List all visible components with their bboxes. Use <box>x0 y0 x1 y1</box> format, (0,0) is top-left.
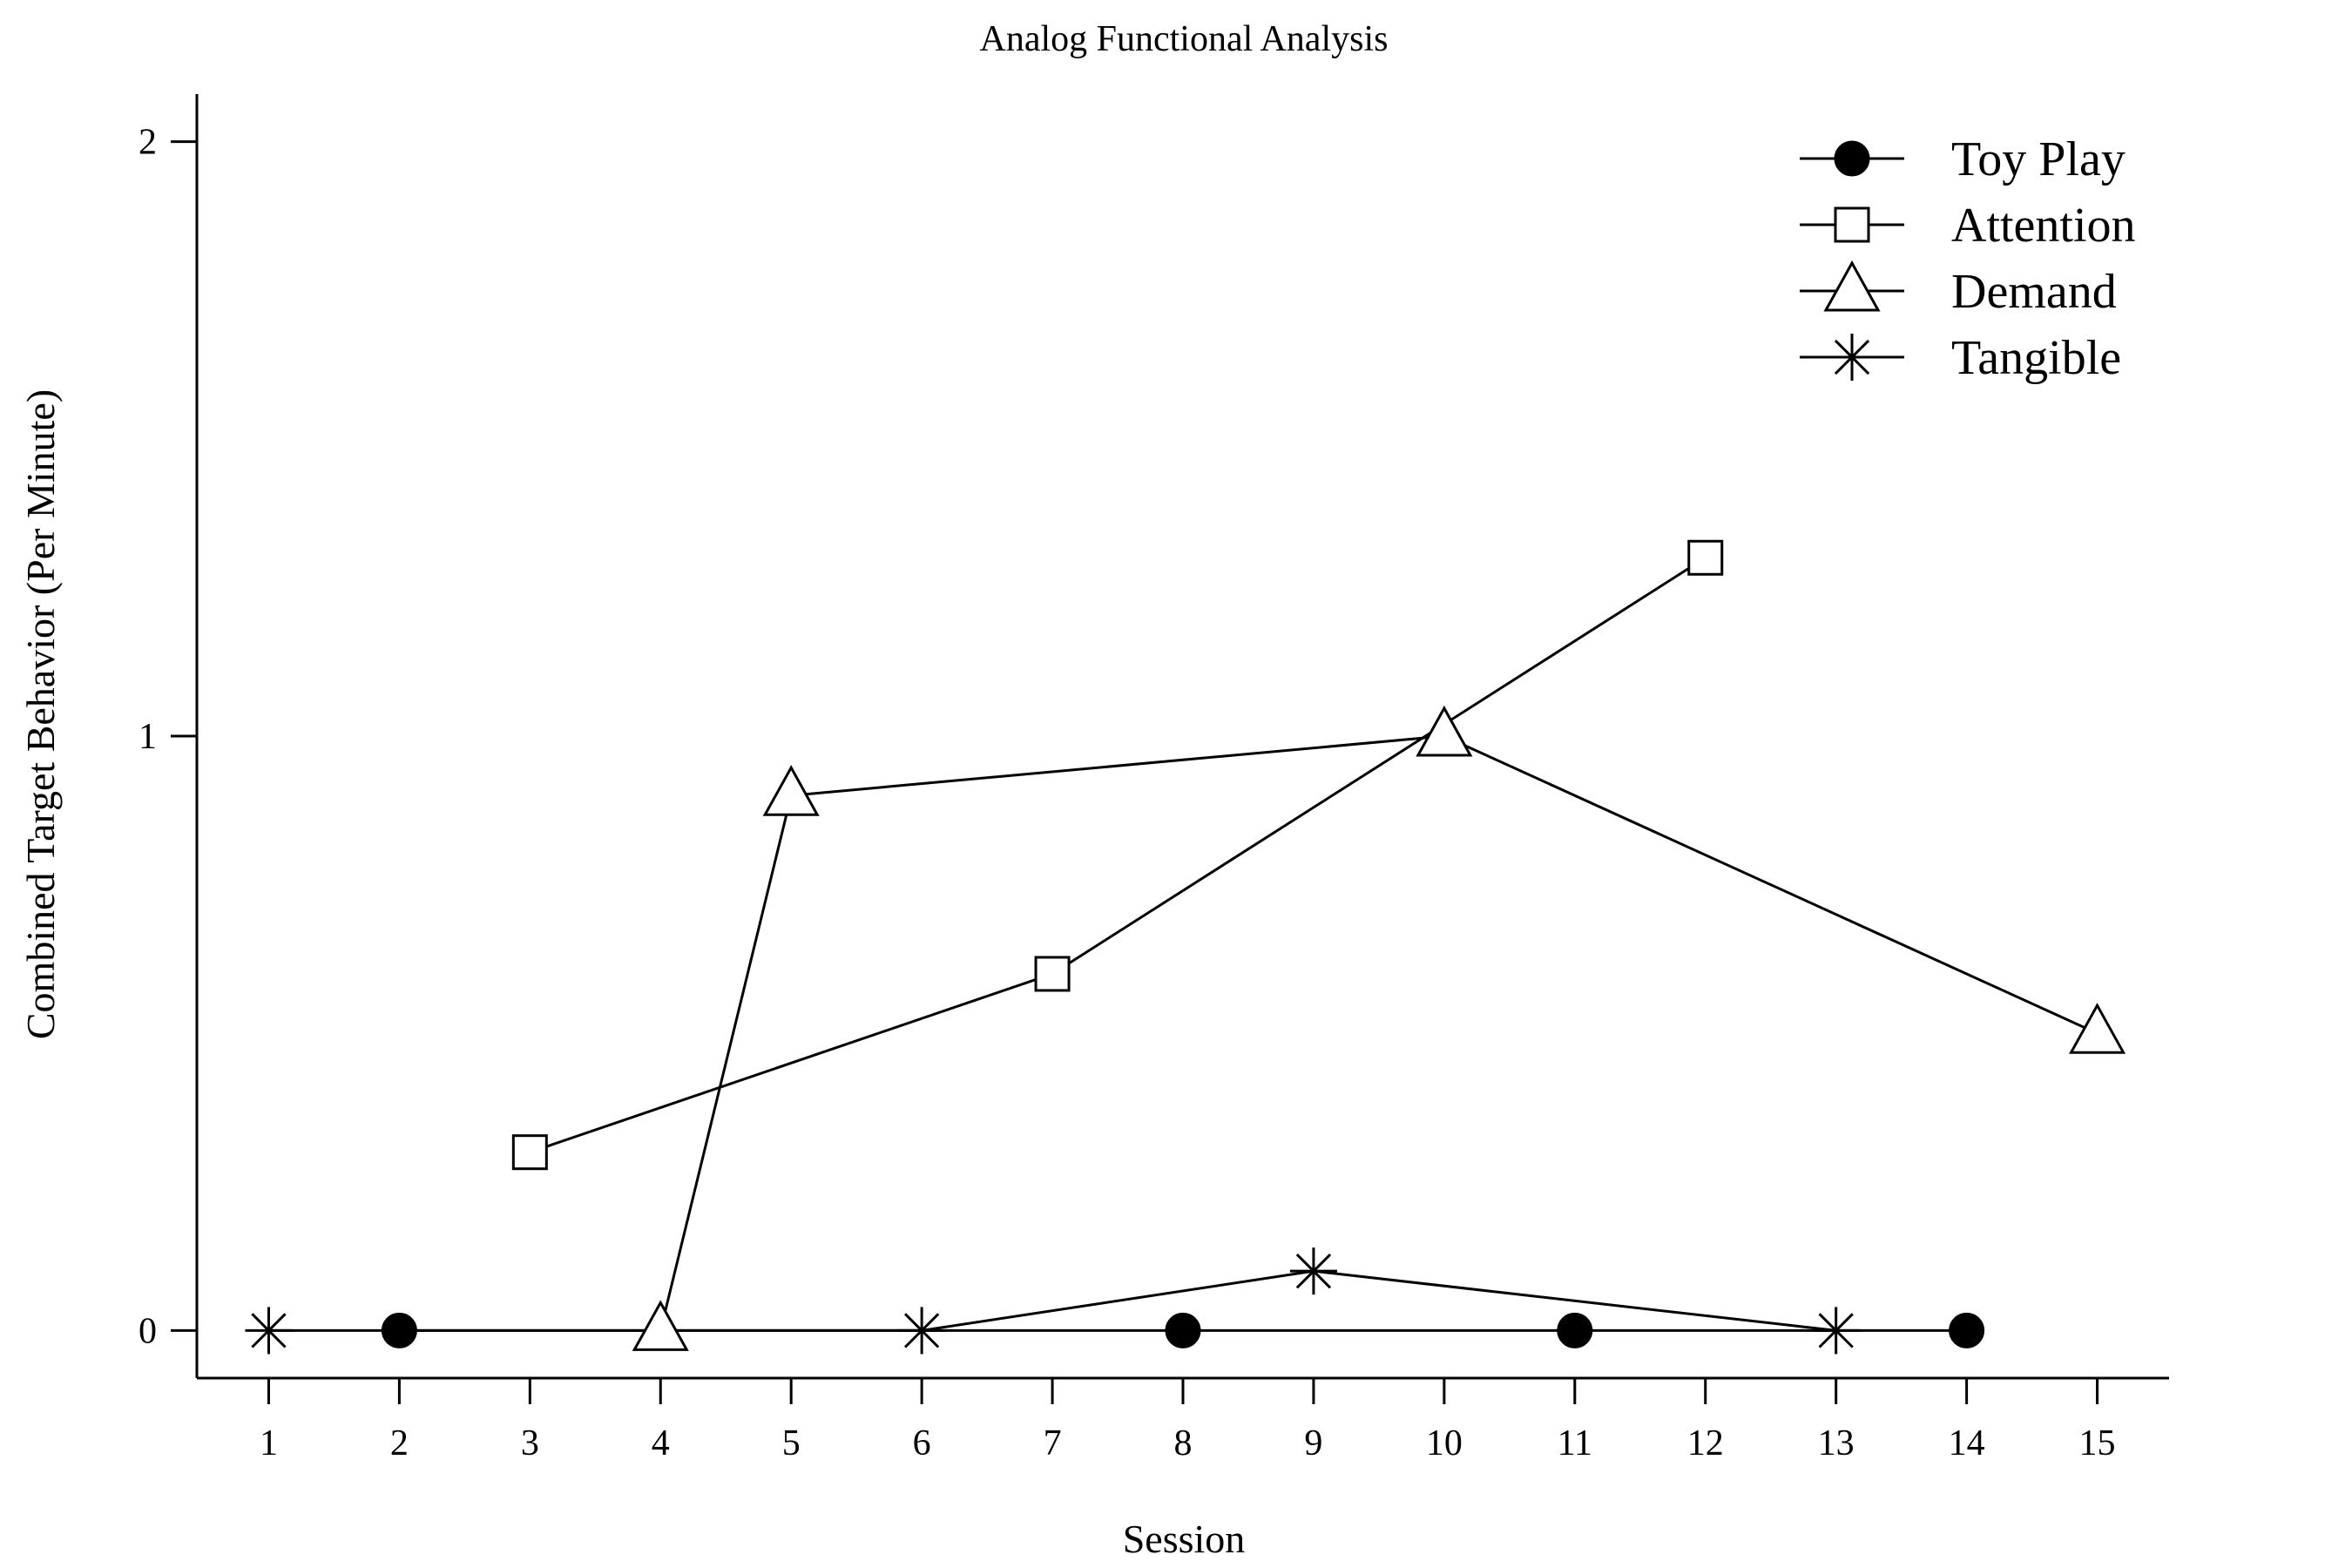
legend: Toy Play Attention Demand Tangible <box>1800 132 2136 385</box>
tangible-point <box>1812 1307 1860 1355</box>
y-tick-label: 0 <box>139 1311 157 1351</box>
tangible-point <box>898 1307 946 1355</box>
demand-series-line <box>659 734 2099 1331</box>
tangible-series-line <box>268 1269 1836 1332</box>
chart-title: Analog Functional Analysis <box>980 19 1389 59</box>
x-tick-label: 8 <box>1174 1423 1193 1463</box>
x-tick-label: 4 <box>652 1423 670 1463</box>
legend-item-toy-play: Toy Play <box>1800 132 2126 186</box>
x-tick-label: 12 <box>1687 1423 1724 1463</box>
legend-demand-marker <box>1823 260 1881 312</box>
y-axis-label: Combined Target Behavior (Per Minute) <box>18 389 63 1039</box>
y-tick-label: 1 <box>139 717 157 757</box>
demand-point <box>762 765 820 816</box>
legend-label: Attention <box>1951 199 2136 253</box>
toy-play-point <box>381 1312 417 1348</box>
x-tick-label: 5 <box>782 1423 801 1463</box>
legend-toy-play-marker <box>1834 140 1870 177</box>
demand-point <box>632 1300 689 1351</box>
legend-item-attention: Attention <box>1800 199 2136 253</box>
tangible-point <box>1289 1247 1337 1295</box>
x-tick-label: 10 <box>1426 1423 1463 1463</box>
legend-attention-marker <box>1834 206 1870 243</box>
x-tick-label: 7 <box>1044 1423 1062 1463</box>
x-tick-label: 11 <box>1558 1423 1592 1463</box>
toy-play-point <box>1949 1312 1985 1348</box>
attention-point <box>511 1134 548 1171</box>
attention-point <box>1687 539 1724 576</box>
x-tick-label: 13 <box>1818 1423 1855 1463</box>
plot-area <box>245 539 2126 1355</box>
x-tick-label: 6 <box>913 1423 931 1463</box>
x-axis-label: Session <box>1123 1517 1246 1561</box>
x-tick-label: 14 <box>1949 1423 1985 1463</box>
x-tick-label: 15 <box>2079 1423 2116 1463</box>
legend-label: Toy Play <box>1951 132 2126 186</box>
toy-play-point <box>1557 1312 1593 1348</box>
legend-tangible-marker <box>1828 334 1876 381</box>
x-tick-label: 9 <box>1304 1423 1322 1463</box>
attention-point <box>1034 956 1071 992</box>
demand-point <box>1416 705 1473 757</box>
x-tick-label: 1 <box>260 1423 278 1463</box>
y-tick-label: 2 <box>139 123 157 163</box>
legend-item-demand: Demand <box>1800 260 2117 319</box>
x-tick-label: 2 <box>390 1423 409 1463</box>
x-tick-label: 3 <box>521 1423 539 1463</box>
legend-item-tangible: Tangible <box>1800 331 2121 385</box>
tangible-point <box>245 1307 293 1355</box>
attention-series-line <box>529 557 1707 1154</box>
toy-play-point <box>1165 1312 1201 1348</box>
legend-label: Demand <box>1951 265 2117 319</box>
demand-point <box>2068 1003 2126 1054</box>
legend-label: Tangible <box>1951 331 2121 385</box>
